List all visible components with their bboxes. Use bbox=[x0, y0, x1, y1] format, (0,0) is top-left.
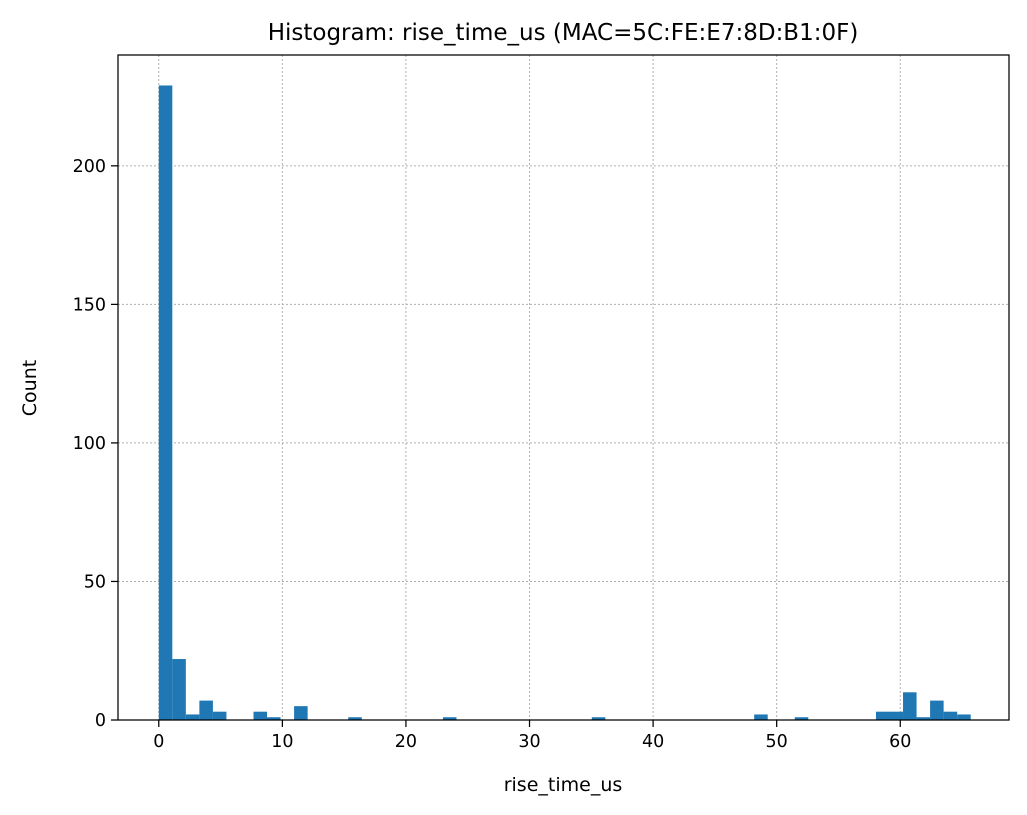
histogram-bar bbox=[442, 717, 457, 720]
y-tick-label: 150 bbox=[73, 295, 106, 315]
histogram-bar bbox=[943, 711, 958, 720]
chart-title: Histogram: rise_time_us (MAC=5C:FE:E7:8D… bbox=[268, 20, 859, 46]
histogram-bar bbox=[591, 717, 606, 720]
histogram-bar bbox=[294, 706, 308, 720]
y-tick-label: 100 bbox=[73, 434, 106, 454]
histogram-bar bbox=[875, 711, 890, 720]
grid bbox=[118, 55, 1009, 721]
histogram-bar bbox=[957, 714, 971, 720]
histogram-bar bbox=[212, 711, 227, 720]
x-tick-label: 10 bbox=[271, 732, 293, 752]
x-ticks: 0 10 20 30 40 50 60 bbox=[153, 720, 911, 752]
y-ticks: 0 50 100 150 200 bbox=[73, 157, 118, 731]
x-tick-label: 0 bbox=[153, 732, 164, 752]
histogram-bar bbox=[185, 714, 200, 720]
histogram-bar bbox=[253, 711, 268, 720]
y-axis-label: Count bbox=[19, 360, 41, 416]
plot-frame bbox=[117, 54, 1010, 721]
y-tick-label: 50 bbox=[84, 572, 106, 592]
y-tick-label: 200 bbox=[73, 157, 106, 177]
histogram-bar bbox=[889, 711, 904, 720]
histogram-bar bbox=[903, 692, 917, 720]
x-tick-label: 60 bbox=[889, 732, 911, 752]
y-tick-label: 0 bbox=[95, 711, 106, 731]
histogram-bar bbox=[930, 700, 944, 720]
x-tick-label: 20 bbox=[395, 732, 417, 752]
histogram-bar bbox=[199, 700, 213, 720]
histogram-bar bbox=[267, 717, 281, 720]
histogram-bar bbox=[348, 717, 362, 720]
histogram-bar bbox=[172, 659, 186, 720]
x-tick-label: 50 bbox=[766, 732, 788, 752]
histogram-bar bbox=[754, 714, 768, 720]
histogram-bar bbox=[158, 85, 173, 720]
bars bbox=[158, 85, 971, 720]
x-tick-label: 40 bbox=[642, 732, 664, 752]
histogram-bar bbox=[916, 717, 931, 720]
histogram-bar bbox=[794, 717, 809, 720]
x-axis-label: rise_time_us bbox=[504, 774, 623, 796]
x-tick-label: 30 bbox=[518, 732, 540, 752]
